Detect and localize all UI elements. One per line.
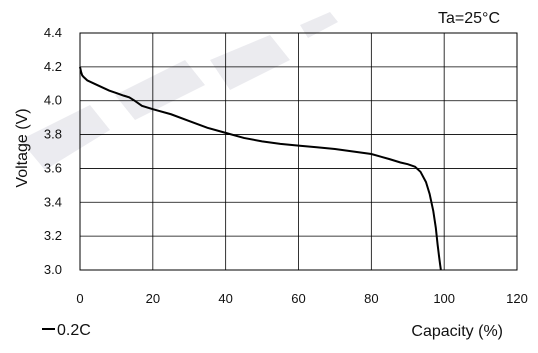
y-tick-label-5: 4.0 — [44, 93, 62, 108]
series-line-0-2c — [79, 66, 442, 271]
grid-lines — [79, 32, 518, 271]
y-tick-label-4: 3.8 — [44, 127, 62, 142]
x-tick-label-0: 0 — [76, 291, 83, 306]
y-axis-label: Voltage (V) — [14, 108, 31, 187]
temperature-annotation: Ta=25°C — [438, 10, 500, 27]
legend-label: 0.2C — [57, 322, 91, 339]
x-tick-label-1: 20 — [146, 291, 160, 306]
y-tick-label-2: 3.4 — [44, 194, 62, 209]
y-tick-labels: 3.0 3.2 3.4 3.6 3.8 4.0 4.2 4.4 — [44, 25, 62, 277]
x-tick-label-5: 100 — [433, 291, 455, 306]
y-tick-label-1: 3.2 — [44, 228, 62, 243]
legend: 0.2C — [42, 322, 91, 339]
watermark-logo — [20, 12, 338, 170]
plot-frame — [79, 32, 518, 271]
x-tick-label-6: 120 — [506, 291, 528, 306]
x-axis-label: Capacity (%) — [411, 323, 503, 340]
y-tick-label-7: 4.4 — [44, 25, 62, 40]
y-tick-label-6: 4.2 — [44, 59, 62, 74]
x-tick-label-4: 80 — [364, 291, 378, 306]
y-tick-label-0: 3.0 — [44, 262, 62, 277]
x-tick-labels: 0 20 40 60 80 100 120 — [76, 291, 527, 306]
x-tick-label-2: 40 — [218, 291, 232, 306]
y-tick-label-3: 3.6 — [44, 160, 62, 175]
x-tick-label-3: 60 — [291, 291, 305, 306]
